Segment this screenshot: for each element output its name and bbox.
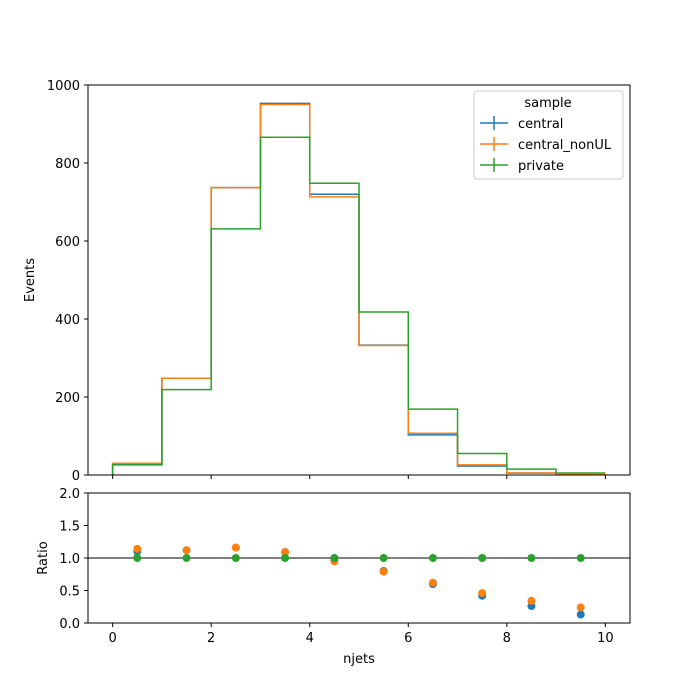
ratio-point-private <box>576 554 585 562</box>
ratio-x-tick-label: 6 <box>404 631 412 646</box>
ratio-panel: 0.0 0.5 1.0 1.5 2.0 0 2 4 6 8 10 Ratio njets <box>36 487 631 667</box>
histogram-y-tick-label: 0 <box>72 469 80 484</box>
ratio-x-tick-label: 0 <box>108 631 116 646</box>
ratio-series-group <box>133 543 585 619</box>
ratio-y-tick-label: 1.0 <box>59 552 80 567</box>
histogram-panel: 0 200 400 600 800 1000 Events sample central … <box>23 79 631 484</box>
histogram-step-private <box>111 136 606 475</box>
histogram-y-tick-label: 1000 <box>47 79 80 94</box>
ratio-x-tick-label: 2 <box>207 631 215 646</box>
ratio-point-central-nonul <box>133 544 142 553</box>
ratio-y-tick-label: 0.0 <box>59 617 80 632</box>
ratio-point-private <box>330 554 339 562</box>
ratio-point-central-nonul <box>428 578 437 587</box>
histogram-series-group <box>111 102 606 476</box>
ratio-point-central-nonul <box>478 589 487 598</box>
ratio-point-private <box>428 554 437 562</box>
ratio-point-central-nonul <box>527 596 536 605</box>
ratio-x-axis-label: njets <box>343 652 375 667</box>
histogram-y-ticks: 0 200 400 600 800 1000 <box>47 79 88 484</box>
ratio-point-private <box>281 554 290 562</box>
ratio-point-central-nonul <box>281 548 290 557</box>
histogram-y-tick-label: 600 <box>55 235 80 250</box>
ratio-x-tick-label: 4 <box>306 631 314 646</box>
ratio-point-private <box>133 554 142 562</box>
legend-label-private: private <box>518 159 564 174</box>
histogram-y-tick-label: 800 <box>55 157 80 172</box>
ratio-y-tick-label: 1.5 <box>59 520 80 535</box>
legend-entry-private: private <box>480 158 564 174</box>
ratio-x-tick-label: 8 <box>503 631 511 646</box>
ratio-y-tick-label: 2.0 <box>59 487 80 502</box>
legend-entry-central-nonul: central_nonUL <box>480 137 612 153</box>
ratio-x-tick-label: 10 <box>597 631 614 646</box>
ratio-point-private <box>527 554 536 562</box>
ratio-point-central-nonul <box>182 546 191 555</box>
ratio-point-central <box>576 610 585 619</box>
legend: sample central central_nonUL private <box>473 90 624 180</box>
histogram-axes-frame <box>87 84 631 476</box>
histogram-y-axis-label: Events <box>23 258 38 302</box>
ratio-point-central-nonul <box>379 567 388 576</box>
legend-label-central: central <box>518 117 563 132</box>
histogram-y-tick-label: 200 <box>55 391 80 406</box>
ratio-point-central-nonul <box>576 603 585 612</box>
histogram-x-ticks <box>112 475 606 479</box>
ratio-y-tick-label: 0.5 <box>59 585 80 600</box>
ratio-point-private <box>182 554 191 562</box>
ratio-point-private <box>379 554 388 562</box>
legend-label-central-nonul: central_nonUL <box>518 138 612 153</box>
ratio-point-private <box>231 554 240 562</box>
ratio-x-ticks: 0 2 4 6 8 10 <box>108 623 614 646</box>
ratio-point-central-nonul <box>231 543 240 552</box>
ratio-y-ticks: 0.0 0.5 1.0 1.5 2.0 <box>59 487 88 632</box>
histogram-y-tick-label: 400 <box>55 313 80 328</box>
legend-title: sample <box>524 96 571 111</box>
legend-box <box>473 90 624 180</box>
legend-entry-central: central <box>480 116 563 132</box>
ratio-point-private <box>478 554 487 562</box>
ratio-y-axis-label: Ratio <box>36 541 51 574</box>
